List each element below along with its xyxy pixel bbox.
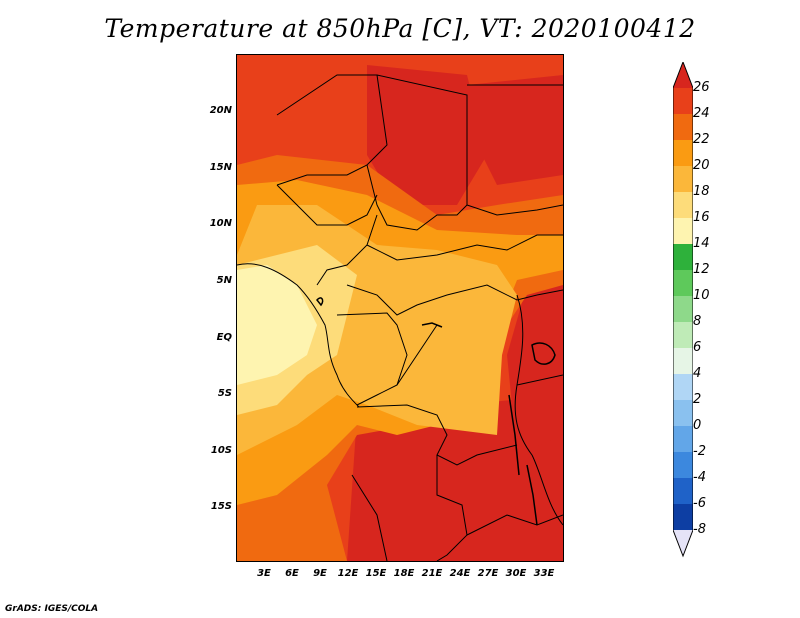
grads-credit: GrADS: IGES/COLA bbox=[5, 604, 99, 614]
cb-label-10: 10 bbox=[693, 288, 710, 303]
cb-16-18 bbox=[673, 192, 693, 218]
cb-below bbox=[673, 530, 693, 556]
lon-label-30e: 30E bbox=[505, 568, 527, 579]
color-bar bbox=[673, 62, 693, 558]
cb-label-4: 4 bbox=[693, 366, 702, 381]
cb-m8-m6 bbox=[673, 504, 693, 530]
cb-label-14: 14 bbox=[693, 236, 710, 251]
lon-label-33e: 33E bbox=[533, 568, 555, 579]
lat-label-15s: 15S bbox=[210, 501, 232, 512]
lat-label-eq: EQ bbox=[216, 332, 232, 343]
lon-label-6e: 6E bbox=[285, 568, 299, 579]
cb-m6-m4 bbox=[673, 478, 693, 504]
cb-m4-m2 bbox=[673, 452, 693, 478]
cb-label-m8: -8 bbox=[693, 522, 706, 537]
cb-label-6: 6 bbox=[693, 340, 702, 355]
cb-4-6 bbox=[673, 348, 693, 374]
cb-gt26 bbox=[673, 62, 693, 88]
temperature-field bbox=[237, 55, 563, 561]
cb-label-16: 16 bbox=[693, 210, 710, 225]
country-borders bbox=[237, 74, 563, 561]
lat-label-20n: 20N bbox=[209, 105, 232, 116]
lon-label-15e: 15E bbox=[365, 568, 387, 579]
lon-label-18e: 18E bbox=[393, 568, 415, 579]
cb-12-14 bbox=[673, 244, 693, 270]
field-14-16 bbox=[237, 265, 317, 385]
lat-label-15n: 15N bbox=[209, 162, 232, 173]
lat-label-5s: 5S bbox=[217, 388, 232, 399]
field-gt26-northeast bbox=[467, 75, 563, 185]
cb-8-10 bbox=[673, 296, 693, 322]
cb-20-22 bbox=[673, 140, 693, 166]
cb-label-26: 26 bbox=[693, 80, 710, 95]
lon-label-21e: 21E bbox=[421, 568, 443, 579]
cb-14-16 bbox=[673, 218, 693, 244]
cb-6-8 bbox=[673, 322, 693, 348]
chart-title: Temperature at 850hPa [C], VT: 202010041… bbox=[104, 14, 696, 43]
temperature-map bbox=[236, 54, 564, 562]
cb-label-0: 0 bbox=[693, 418, 702, 433]
field-gt26-south bbox=[347, 395, 563, 561]
cb-label-20: 20 bbox=[693, 158, 710, 173]
lakes bbox=[316, 297, 556, 526]
cb-24-26 bbox=[673, 88, 693, 114]
cb-label-22: 22 bbox=[693, 132, 710, 147]
field-gt26-east bbox=[507, 275, 563, 455]
lon-label-9e: 9E bbox=[313, 568, 327, 579]
cb-label-12: 12 bbox=[693, 262, 710, 277]
lat-label-10s: 10S bbox=[210, 445, 232, 456]
lon-label-27e: 27E bbox=[477, 568, 499, 579]
cb-18-20 bbox=[673, 166, 693, 192]
cb-label-2: 2 bbox=[693, 392, 702, 407]
cb-22-24 bbox=[673, 114, 693, 140]
cb-m2-0 bbox=[673, 426, 693, 452]
cb-10-12 bbox=[673, 270, 693, 296]
lat-label-5n: 5N bbox=[216, 275, 232, 286]
lon-label-24e: 24E bbox=[449, 568, 471, 579]
cb-label-24: 24 bbox=[693, 106, 710, 121]
cb-label-18: 18 bbox=[693, 184, 710, 199]
cb-label-m4: -4 bbox=[693, 470, 706, 485]
cb-label-m6: -6 bbox=[693, 496, 706, 511]
lon-label-12e: 12E bbox=[337, 568, 359, 579]
lat-label-10n: 10N bbox=[209, 218, 232, 229]
cb-label-m2: -2 bbox=[693, 444, 706, 459]
lon-label-3e: 3E bbox=[257, 568, 271, 579]
cb-2-4 bbox=[673, 374, 693, 400]
cb-label-8: 8 bbox=[693, 314, 702, 329]
field-gt26-north bbox=[367, 65, 487, 205]
cb-0-2 bbox=[673, 400, 693, 426]
